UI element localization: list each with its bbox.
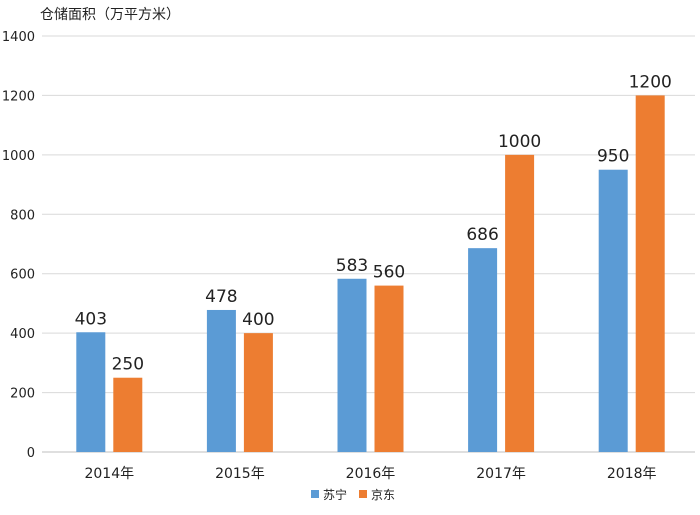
data-label: 400	[242, 310, 274, 330]
data-label: 478	[205, 287, 237, 307]
legend-swatch	[359, 490, 367, 498]
data-label: 1200	[629, 72, 672, 92]
y-axis-ticks: 0 200 400 600 800 1000 1200 1400	[2, 30, 35, 461]
y-tick-label: 0	[27, 446, 35, 461]
legend: 苏宁 京东	[311, 487, 395, 502]
bar-jd-2015年	[243, 333, 273, 452]
data-label: 403	[75, 309, 107, 329]
data-label: 250	[112, 355, 144, 375]
y-tick-label: 600	[10, 268, 35, 283]
data-label: 950	[597, 147, 629, 167]
bar-jd-2016年	[374, 285, 404, 452]
data-label: 583	[336, 256, 368, 276]
bar-jd-2018年	[635, 95, 665, 452]
bar-suning-2017年	[468, 248, 498, 452]
bar-suning-2015年	[206, 309, 236, 452]
x-tick-label: 2016年	[346, 466, 396, 482]
y-tick-label: 1400	[2, 30, 35, 45]
y-tick-label: 800	[10, 208, 35, 223]
bar-jd-2014年	[113, 377, 143, 452]
bar-suning-2018年	[598, 169, 628, 452]
bars	[76, 95, 665, 452]
x-tick-label: 2017年	[476, 466, 526, 482]
x-tick-label: 2018年	[607, 466, 657, 482]
bar-suning-2014年	[76, 332, 106, 452]
data-label: 560	[373, 263, 405, 283]
legend-label: 苏宁	[323, 487, 347, 502]
y-tick-label: 1000	[2, 149, 35, 164]
bar-jd-2017年	[505, 154, 535, 452]
x-axis-labels: 2014年 2015年 2016年 2017年 2018年	[84, 466, 656, 482]
y-tick-label: 200	[10, 387, 35, 402]
bar-suning-2016年	[337, 278, 367, 452]
y-tick-label: 1200	[2, 89, 35, 104]
gridlines	[42, 35, 695, 453]
data-label: 686	[466, 225, 498, 245]
legend-swatch	[311, 490, 319, 498]
x-tick-label: 2014年	[84, 466, 134, 482]
x-tick-label: 2015年	[215, 466, 265, 482]
legend-label: 京东	[371, 488, 395, 502]
data-label: 1000	[498, 132, 541, 152]
y-tick-label: 400	[10, 327, 35, 342]
y-axis-title: 仓储面积（万平方米）	[40, 7, 180, 23]
